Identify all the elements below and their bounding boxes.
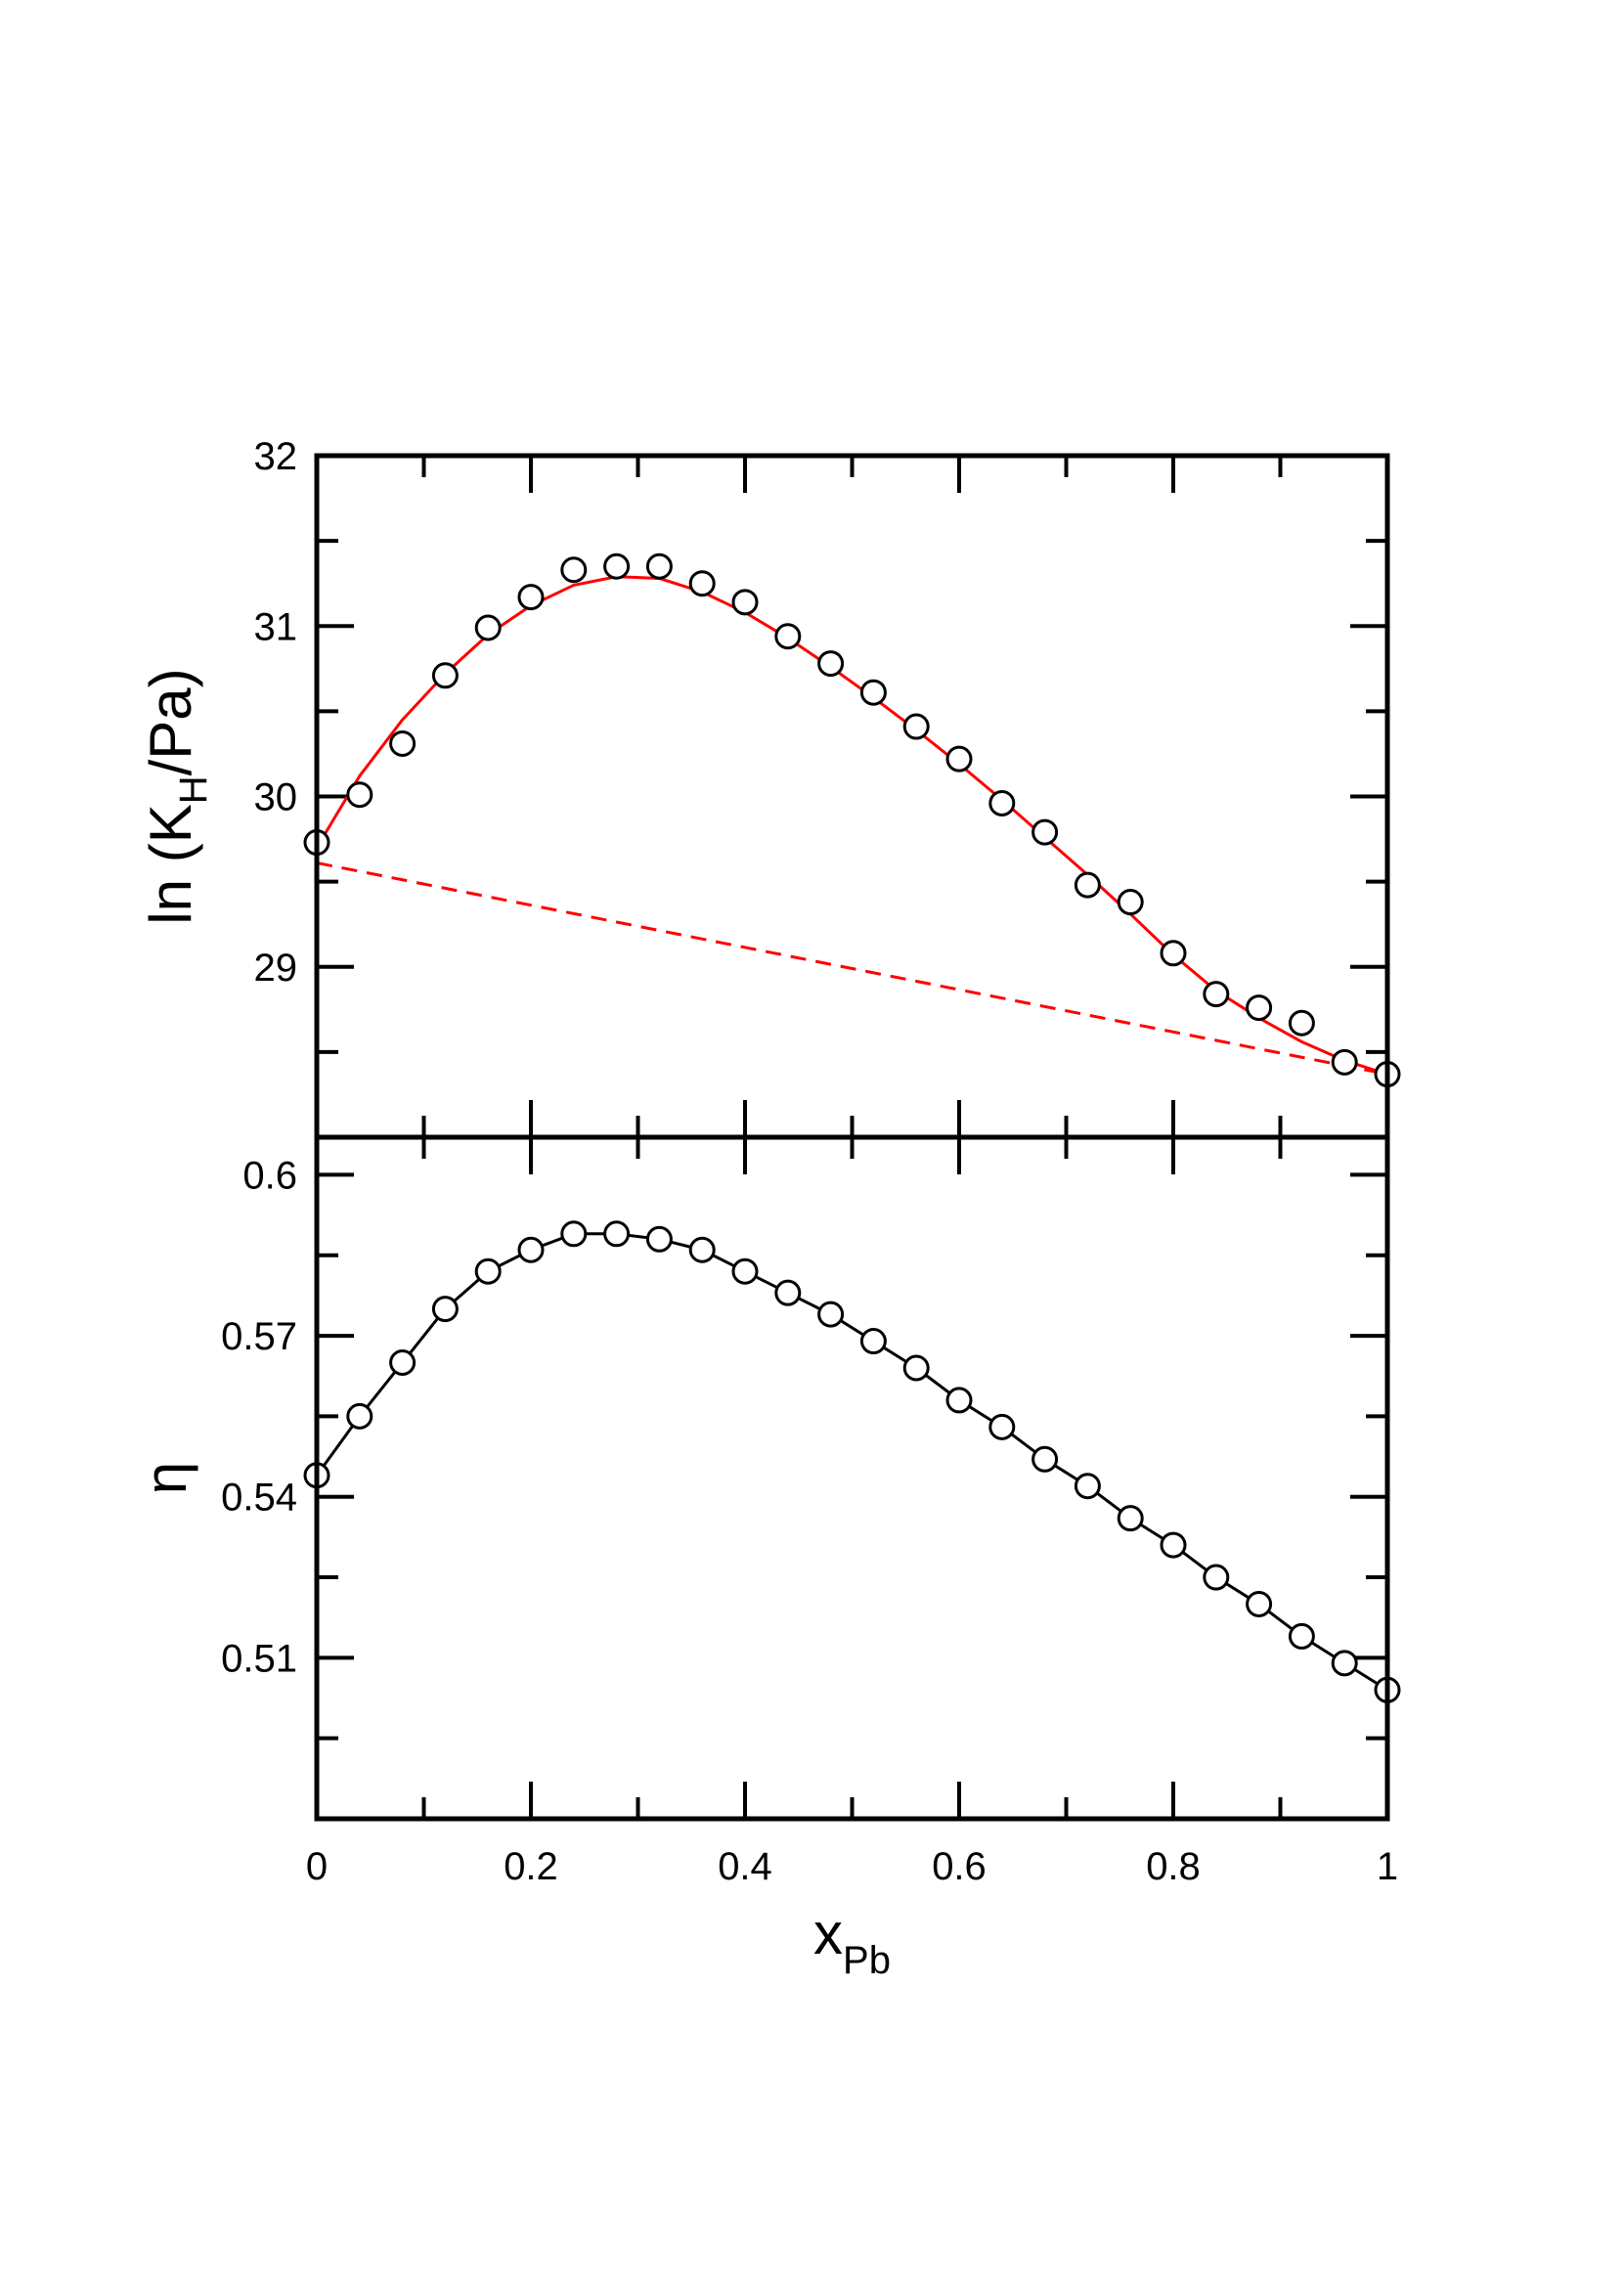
top-data-point xyxy=(474,614,502,641)
top-data-point xyxy=(1203,981,1230,1008)
bottom-data-point xyxy=(688,1236,716,1263)
x-axis-title-sub: Pb xyxy=(843,1939,891,1982)
x-tick-label: 0 xyxy=(306,1845,328,1888)
top-data-point xyxy=(774,623,802,650)
bottom-data-point xyxy=(517,1236,545,1263)
top-y-axis-title-sub: H xyxy=(172,775,215,804)
bottom-tick-labels: 0.51 0.54 0.57 0.6 0 0.2 0.4 0.6 0.8 1 xyxy=(221,1154,1398,1888)
bottom-data-point xyxy=(474,1257,502,1285)
bottom-y-tick-label: 0.57 xyxy=(221,1315,297,1358)
bottom-y-tick-label: 0.6 xyxy=(242,1154,297,1197)
top-data-point xyxy=(1160,940,1187,967)
bottom-data-point xyxy=(731,1257,759,1285)
bottom-data-point xyxy=(560,1220,588,1248)
top-data-point xyxy=(859,679,887,706)
top-data-point xyxy=(1331,1048,1358,1076)
bottom-data-point xyxy=(1331,1650,1358,1677)
x-axis-title: xPb xyxy=(813,1901,891,1982)
bottom-data-point xyxy=(774,1279,802,1306)
bottom-data-point xyxy=(346,1402,373,1430)
top-data-point xyxy=(1288,1009,1315,1037)
top-data-point xyxy=(1246,994,1273,1022)
bottom-data-point xyxy=(945,1387,973,1414)
top-data-point xyxy=(1074,871,1101,899)
x-tick-label: 0.6 xyxy=(932,1845,987,1888)
x-tick-label: 1 xyxy=(1377,1845,1398,1888)
top-y-tick-label: 29 xyxy=(254,947,298,990)
top-y-axis-title: ln (KH/Pa) xyxy=(138,668,215,924)
top-data-point xyxy=(688,570,716,597)
x-tick-label: 0.4 xyxy=(718,1845,772,1888)
top-data-point xyxy=(560,556,588,584)
bottom-panel-frame xyxy=(314,1134,1390,1822)
top-data-point xyxy=(603,552,631,580)
bottom-data-point xyxy=(1288,1622,1315,1650)
bottom-data-point xyxy=(988,1413,1016,1440)
top-data-point xyxy=(389,729,417,757)
bottom-data-point xyxy=(1031,1445,1059,1473)
top-data-point xyxy=(988,789,1016,816)
top-y-tick-label: 32 xyxy=(254,435,298,478)
bottom-data-point xyxy=(1203,1564,1230,1591)
bottom-data-point xyxy=(1246,1590,1273,1617)
bottom-data-point xyxy=(817,1301,845,1328)
top-y-tick-label: 30 xyxy=(254,776,298,819)
bottom-y-tick-label: 0.54 xyxy=(221,1477,297,1520)
bottom-data-point xyxy=(645,1225,673,1253)
top-data-point xyxy=(1117,889,1144,916)
bottom-y-axis-title: η xyxy=(133,1462,198,1494)
top-ideal-dashed-line xyxy=(316,860,1388,1076)
bottom-data-point xyxy=(431,1296,459,1323)
top-data-point xyxy=(902,713,930,740)
bottom-data-point xyxy=(1160,1531,1187,1559)
top-panel: 29 30 31 32 ln (KH/Pa) xyxy=(138,435,1401,1140)
x-tick-label: 0.8 xyxy=(1146,1845,1201,1888)
top-data-point xyxy=(731,589,759,616)
top-data-point xyxy=(945,745,973,772)
top-data-point xyxy=(1031,818,1059,846)
bottom-data-point xyxy=(859,1328,887,1355)
top-y-axis-title-tail: /Pa) xyxy=(138,668,203,775)
top-data-point xyxy=(431,662,459,689)
x-axis-title-main: x xyxy=(813,1901,843,1966)
bottom-panel: 0.51 0.54 0.57 0.6 0 0.2 0.4 0.6 0.8 1 η xPb xyxy=(133,1134,1401,1982)
top-data-point xyxy=(645,552,673,580)
bottom-data-point xyxy=(1074,1473,1101,1500)
top-data-point xyxy=(817,650,845,678)
top-y-tick-label: 31 xyxy=(254,605,298,648)
top-data-point xyxy=(517,584,545,611)
top-tick-labels: 29 30 31 32 xyxy=(254,435,298,990)
bottom-data-point xyxy=(603,1220,631,1248)
top-data-point xyxy=(346,781,373,809)
bottom-data-point xyxy=(1117,1505,1144,1532)
bottom-data-point xyxy=(902,1354,930,1382)
x-tick-label: 0.2 xyxy=(504,1845,558,1888)
bottom-y-tick-label: 0.51 xyxy=(221,1637,297,1680)
top-y-axis-title-main: ln (K xyxy=(138,804,203,924)
bottom-data-point xyxy=(389,1349,417,1377)
bottom-markers xyxy=(303,1220,1401,1703)
